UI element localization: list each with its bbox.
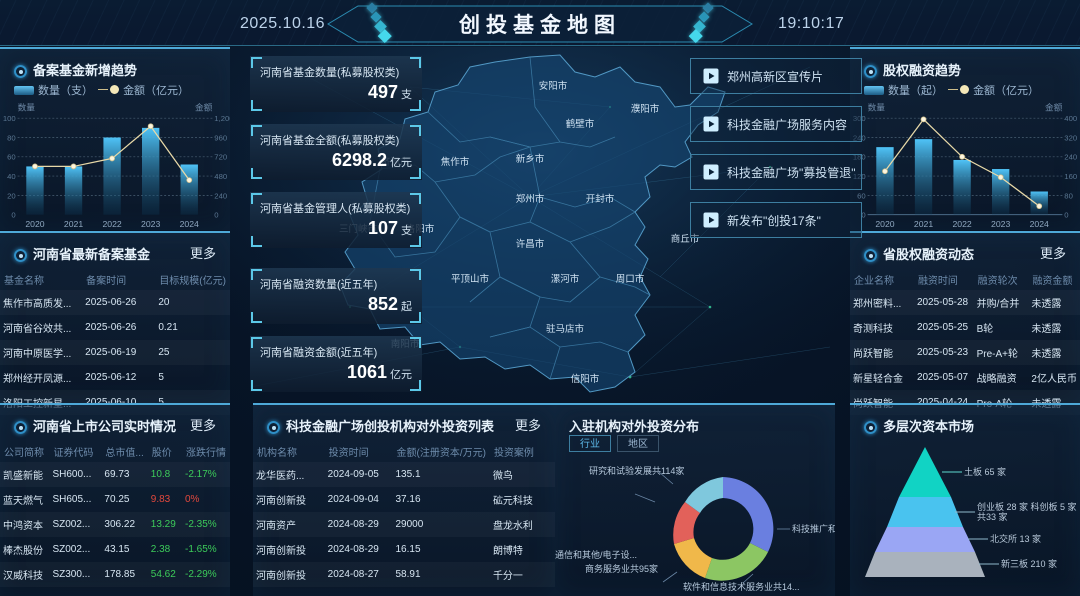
svg-text:0: 0 (861, 211, 865, 220)
svg-text:信阳市: 信阳市 (571, 373, 600, 385)
svg-text:金额: 金额 (195, 102, 213, 113)
svg-text:土板 65 家: 土板 65 家 (964, 466, 1006, 477)
svg-text:60: 60 (7, 153, 16, 162)
svg-text:濮阳市: 濮阳市 (631, 103, 660, 115)
svg-text:焦作市: 焦作市 (441, 156, 470, 168)
svg-text:80: 80 (1064, 191, 1073, 200)
svg-text:0: 0 (11, 211, 15, 220)
svg-text:2023: 2023 (141, 219, 160, 229)
svg-text:创业板 28 家 科创板 5 家: 创业板 28 家 科创板 5 家 (977, 501, 1077, 512)
svg-text:80: 80 (7, 133, 16, 142)
svg-text:2024: 2024 (1030, 219, 1049, 229)
svg-text:240: 240 (1064, 153, 1077, 162)
svg-text:科技推广和应用服务业共3...: 科技推广和应用服务业共3... (792, 523, 835, 534)
svg-text:金额: 金额 (1045, 102, 1063, 113)
svg-text:鹤壁市: 鹤壁市 (566, 118, 595, 130)
svg-text:480: 480 (214, 172, 227, 181)
svg-text:2022: 2022 (102, 219, 121, 229)
svg-text:1,200: 1,200 (214, 114, 230, 123)
svg-text:2023: 2023 (991, 219, 1010, 229)
svg-text:共33 家: 共33 家 (977, 511, 1008, 522)
svg-text:通信和其他/电子设...: 通信和其他/电子设... (555, 549, 637, 560)
svg-text:平顶山市: 平顶山市 (451, 273, 490, 285)
svg-text:240: 240 (214, 191, 227, 200)
svg-text:周口市: 周口市 (616, 273, 645, 285)
svg-text:400: 400 (1064, 114, 1077, 123)
svg-text:60: 60 (857, 191, 866, 200)
svg-text:160: 160 (1064, 172, 1077, 181)
svg-text:安阳市: 安阳市 (539, 80, 568, 92)
svg-text:960: 960 (214, 133, 227, 142)
svg-text:320: 320 (1064, 133, 1077, 142)
svg-text:软件和信息技术服务业共14...: 软件和信息技术服务业共14... (683, 581, 800, 592)
svg-text:数量: 数量 (18, 102, 36, 113)
svg-text:北交所 13 家: 北交所 13 家 (990, 533, 1041, 544)
svg-text:720: 720 (214, 153, 227, 162)
svg-text:2024: 2024 (180, 219, 199, 229)
svg-text:2020: 2020 (875, 219, 894, 229)
svg-text:100: 100 (3, 114, 16, 123)
svg-text:2022: 2022 (952, 219, 971, 229)
svg-text:研究和试验发展共114家: 研究和试验发展共114家 (589, 465, 684, 476)
svg-text:2020: 2020 (25, 219, 44, 229)
svg-text:2021: 2021 (64, 219, 83, 229)
svg-text:数量: 数量 (868, 102, 886, 113)
svg-text:0: 0 (214, 211, 218, 220)
svg-text:商务服务业共95家: 商务服务业共95家 (585, 563, 658, 574)
svg-text:许昌市: 许昌市 (516, 238, 545, 250)
svg-text:20: 20 (7, 191, 16, 200)
svg-text:40: 40 (7, 172, 16, 181)
svg-text:开封市: 开封市 (586, 193, 615, 205)
svg-text:2021: 2021 (914, 219, 933, 229)
svg-text:新乡市: 新乡市 (516, 153, 545, 165)
svg-text:郑州市: 郑州市 (516, 193, 545, 205)
svg-text:漯河市: 漯河市 (551, 273, 580, 285)
svg-text:0: 0 (1064, 211, 1068, 220)
svg-text:新三板 210 家: 新三板 210 家 (1001, 558, 1057, 569)
svg-text:驻马店市: 驻马店市 (546, 323, 585, 335)
